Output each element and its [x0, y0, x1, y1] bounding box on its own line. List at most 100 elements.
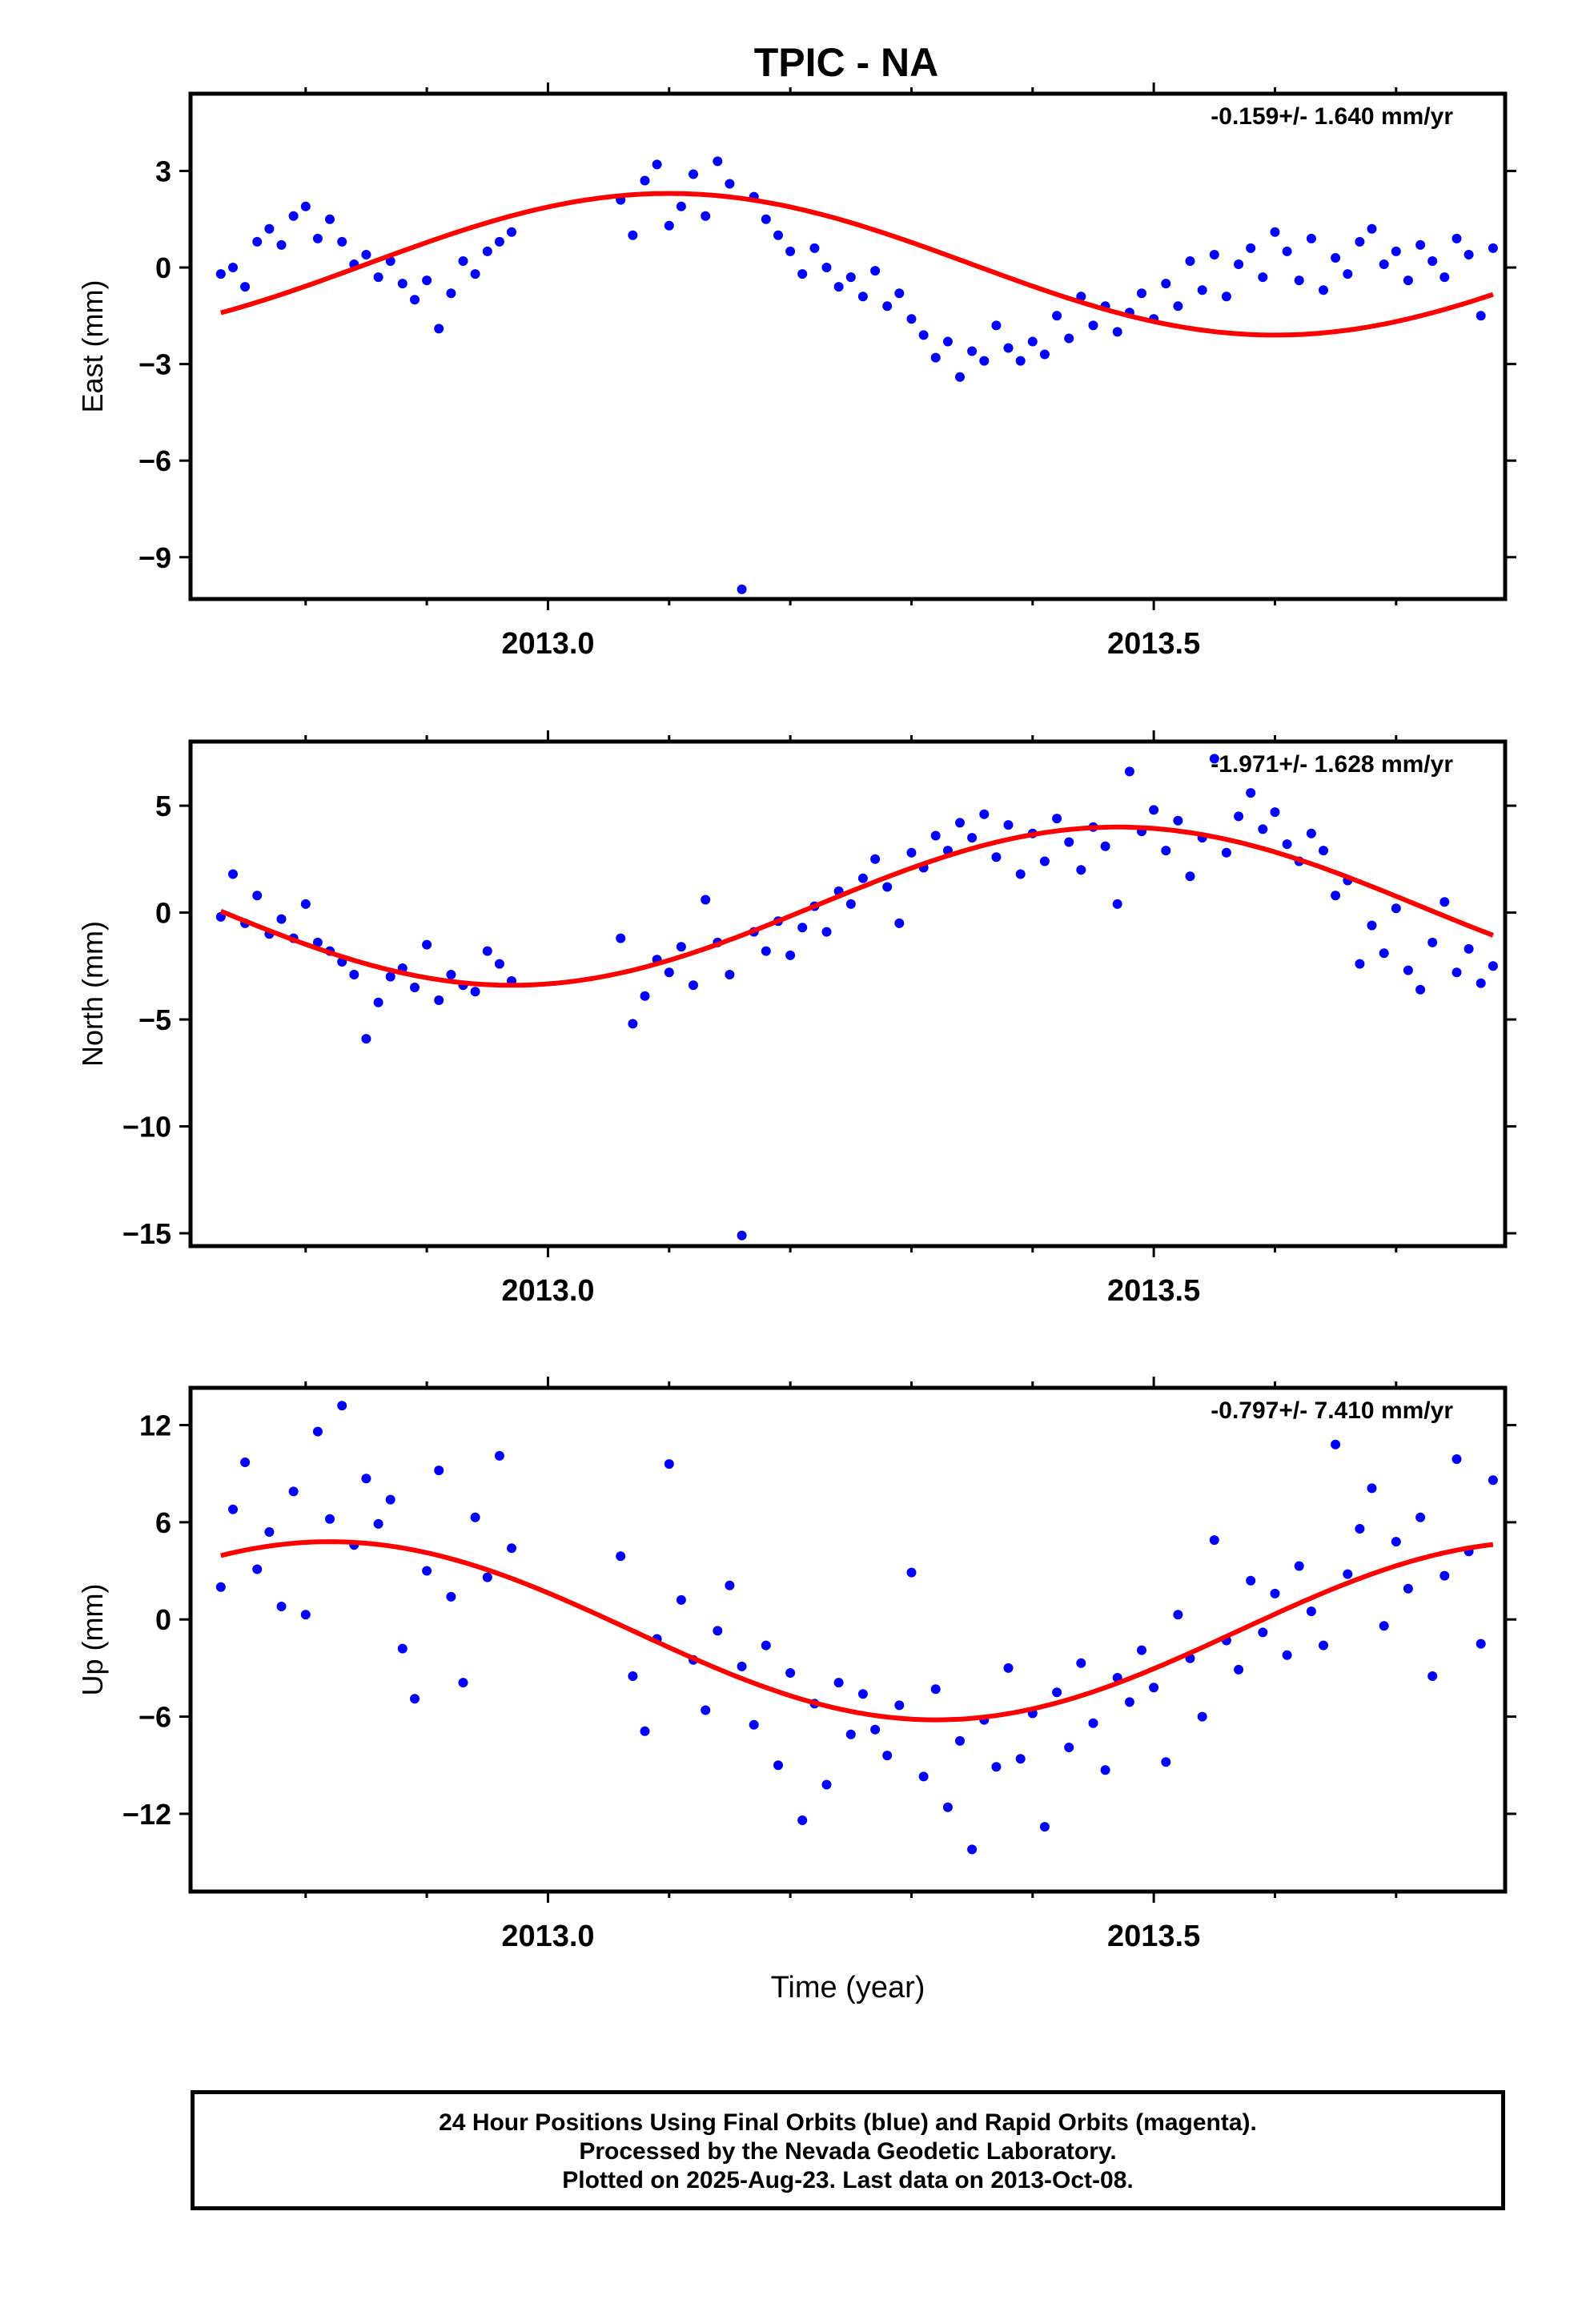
north-data-point [1052, 814, 1062, 824]
east-data-point [507, 227, 516, 237]
east-data-point [325, 214, 335, 224]
north-data-point [845, 899, 856, 909]
up-data-point [337, 1401, 347, 1411]
up-data-point [725, 1580, 735, 1590]
east-data-point [1355, 236, 1365, 247]
north-x-tick-label: 2013.0 [501, 1274, 594, 1308]
up-data-point [300, 1610, 311, 1620]
north-data-point [676, 942, 686, 952]
east-data-point [628, 230, 638, 240]
east-data-point [1064, 333, 1074, 344]
up-data-point [1246, 1575, 1256, 1586]
north-data-point [1403, 965, 1413, 975]
up-data-point [882, 1751, 893, 1761]
east-data-point [652, 159, 662, 170]
east-y-tick-label: −3 [139, 348, 171, 381]
east-y-tick-label: 3 [155, 155, 171, 187]
east-data-point [397, 279, 408, 289]
east-data-point [252, 236, 263, 247]
east-points [215, 156, 1498, 594]
up-data-point [470, 1512, 480, 1522]
north-data-point [761, 946, 771, 956]
east-data-point [1464, 250, 1474, 259]
up-data-point [1234, 1664, 1244, 1675]
up-data-point [857, 1689, 868, 1699]
up-data-point [1391, 1537, 1401, 1547]
east-x-tick-label: 2013.5 [1107, 627, 1200, 661]
east-data-point [470, 269, 480, 279]
up-data-point [410, 1694, 420, 1704]
east-data-point [1076, 292, 1086, 302]
up-data-point [1282, 1650, 1292, 1660]
up-data-point [1306, 1606, 1316, 1617]
east-data-point [640, 175, 650, 186]
east-data-point [300, 201, 311, 211]
up-data-point [252, 1564, 263, 1574]
up-data-point [1149, 1683, 1159, 1693]
north-data-point [482, 946, 492, 956]
north-data-point [1173, 815, 1183, 826]
east-data-point [1173, 301, 1183, 312]
north-data-point [870, 854, 881, 864]
east-data-point [882, 301, 893, 312]
east-rate-label: -0.159+/- 1.640 mm/yr [1211, 103, 1453, 130]
north-frame [188, 739, 1508, 1248]
north-data-point [1161, 846, 1171, 856]
up-data-point [930, 1684, 941, 1695]
east-data-point [1258, 272, 1268, 283]
east-data-point [785, 246, 796, 256]
north-data-point [1439, 897, 1450, 907]
east-data-point [1270, 227, 1280, 237]
up-data-point [228, 1504, 238, 1514]
up-data-point [1052, 1687, 1062, 1698]
east-data-point [373, 272, 383, 283]
north-y-axis-label: North (mm) [76, 921, 109, 1067]
up-data-point [494, 1450, 504, 1461]
north-data-point [1355, 959, 1365, 969]
up-rate-label: -0.797+/- 7.410 mm/yr [1211, 1397, 1453, 1424]
east-data-point [458, 256, 468, 266]
north-data-point [228, 869, 238, 879]
east-data-point [312, 233, 323, 243]
east-data-point [1343, 269, 1353, 279]
east-data-point [240, 282, 251, 292]
north-data-point [955, 818, 965, 828]
north-data-point [1488, 961, 1498, 971]
north-data-point [1003, 820, 1014, 830]
up-data-point [288, 1486, 299, 1497]
up-data-point [1331, 1439, 1341, 1449]
up-data-point [397, 1643, 408, 1654]
north-data-point [276, 914, 287, 924]
east-data-point [1488, 243, 1498, 253]
up-data-point [1209, 1535, 1219, 1546]
north-data-point [991, 852, 1002, 862]
east-data-point [906, 314, 917, 324]
up-data-point [1355, 1524, 1365, 1534]
north-data-point [470, 987, 480, 997]
east-data-point [797, 269, 808, 279]
up-data-point [1076, 1658, 1086, 1668]
east-data-point [894, 288, 905, 299]
east-data-point [228, 263, 238, 272]
east-fit-curve [220, 191, 1494, 338]
up-data-point [1137, 1645, 1146, 1655]
east-data-point [737, 584, 747, 594]
up-data-point [434, 1466, 444, 1476]
north-data-point [930, 830, 941, 841]
up-data-point [713, 1626, 723, 1636]
east-data-point [1003, 343, 1014, 353]
north-data-point [349, 970, 359, 979]
east-data-point [991, 320, 1002, 331]
up-y-tick-label: 6 [155, 1506, 171, 1539]
east-data-point [1221, 292, 1231, 302]
north-data-point [252, 891, 263, 901]
up-data-point [918, 1771, 929, 1782]
up-data-point [1427, 1671, 1438, 1681]
up-data-point [385, 1494, 396, 1505]
north-data-point [797, 923, 808, 933]
east-data-point [1161, 279, 1171, 289]
north-data-point [616, 933, 626, 943]
north-data-point [628, 1019, 638, 1029]
up-x-tick-label: 2013.5 [1107, 1920, 1200, 1953]
up-data-point [701, 1705, 711, 1715]
